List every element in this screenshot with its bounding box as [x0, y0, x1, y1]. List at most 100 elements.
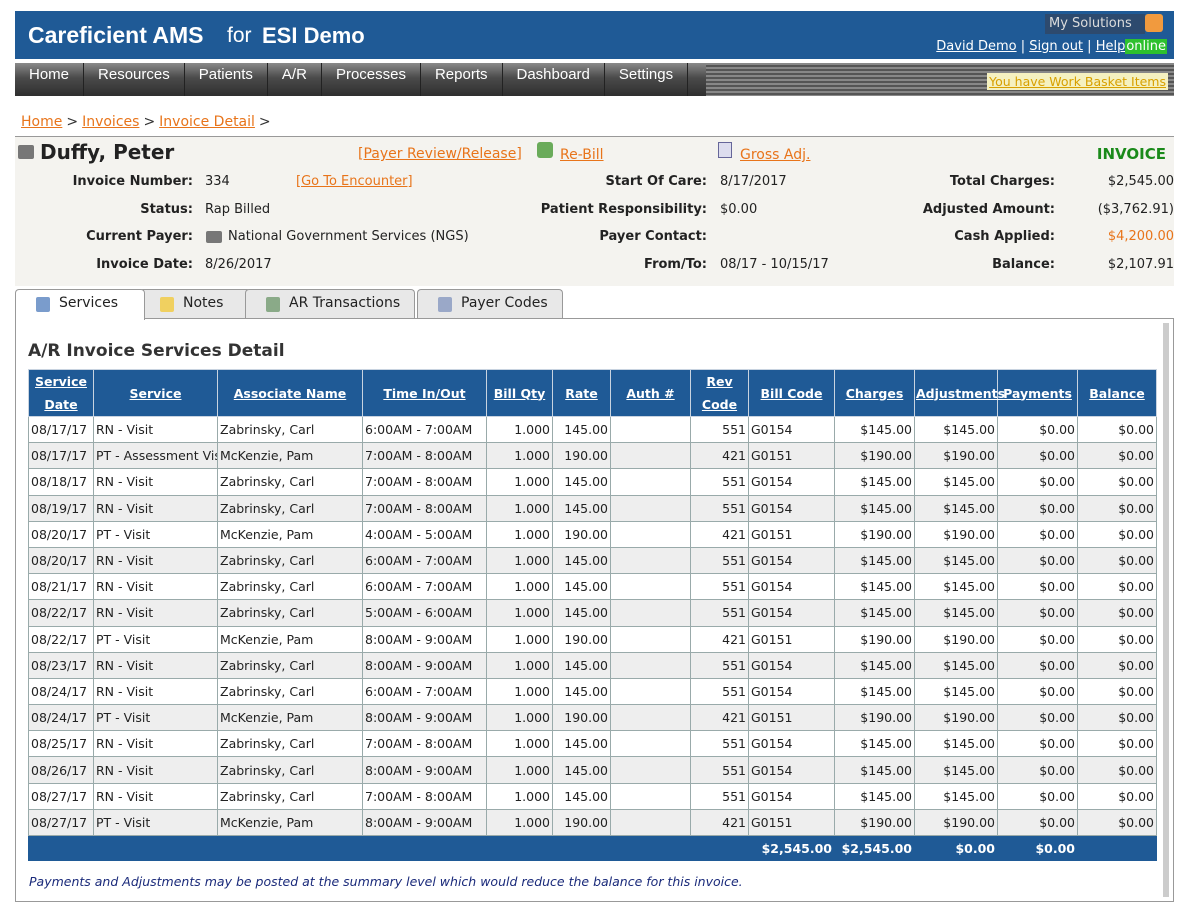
gross-adj-link[interactable]: Gross Adj. — [740, 147, 811, 163]
table-cell: G0154 — [748, 546, 835, 575]
table-cell: $0.00 — [997, 599, 1078, 627]
breadcrumb-separator: > — [143, 114, 156, 130]
rebill-link[interactable]: Re-Bill — [560, 147, 604, 163]
table-cell: 421 — [690, 625, 749, 653]
payer-review-link[interactable]: [Payer Review/Release] — [358, 146, 522, 162]
column-header[interactable]: Balance — [1077, 369, 1157, 417]
table-cell: $0.00 — [997, 546, 1078, 575]
table-cell — [610, 730, 691, 758]
tab[interactable]: Services — [15, 289, 145, 320]
table-cell: 190.00 — [552, 808, 611, 837]
nav-item[interactable]: Reports — [421, 63, 503, 96]
table-cell: $145.00 — [914, 677, 998, 706]
rebill-icon — [537, 142, 553, 158]
table-cell: 5:00AM - 6:00AM — [362, 599, 487, 627]
field-value: 8/26/2017 — [205, 256, 272, 272]
table-cell: 08/26/17 — [28, 756, 94, 784]
column-header[interactable]: Service — [93, 369, 218, 417]
table-cell: 145.00 — [552, 494, 611, 522]
sign-out-link[interactable]: Sign out — [1029, 39, 1084, 54]
column-header[interactable]: Charges — [834, 369, 915, 417]
field-label: Current Payer: — [86, 229, 193, 244]
my-solutions[interactable]: My Solutions — [1045, 14, 1145, 34]
table-cell — [610, 494, 691, 522]
table-cell: G0151 — [748, 520, 835, 548]
table-cell: 8:00AM - 9:00AM — [362, 651, 487, 679]
table-cell: G0154 — [748, 573, 835, 601]
table-cell: 190.00 — [552, 625, 611, 653]
column-header[interactable]: Rate — [552, 369, 611, 417]
table-cell: $190.00 — [834, 704, 915, 732]
table-cell: 08/27/17 — [28, 782, 94, 810]
table-cell: Zabrinsky, Carl — [217, 546, 363, 575]
column-header[interactable]: Payments — [997, 369, 1078, 417]
table-cell — [610, 546, 691, 575]
table-cell: 190.00 — [552, 704, 611, 732]
field-value: 8/17/2017 — [720, 174, 787, 189]
field-value: 08/17 - 10/15/17 — [720, 256, 829, 272]
table-cell: 08/17/17 — [28, 442, 94, 470]
table-cell: 421 — [690, 442, 749, 470]
breadcrumb-link[interactable]: Invoices — [82, 114, 140, 130]
column-header[interactable]: Adjustments — [914, 369, 1005, 417]
nav-item[interactable]: Resources — [84, 63, 185, 96]
table-cell: 145.00 — [552, 782, 611, 810]
table-cell: $0.00 — [997, 415, 1078, 444]
table-cell: G0151 — [748, 625, 835, 653]
tab[interactable]: Notes — [139, 289, 251, 319]
table-cell: McKenzie, Pam — [217, 808, 363, 837]
breadcrumb-link[interactable]: Home — [21, 114, 63, 130]
table-cell: RN - Visit — [93, 782, 218, 810]
field-value: $2,107.91 — [1107, 256, 1174, 272]
table-row: 08/20/17 RN - Visit Zabrinsky, Carl 6:00AM … — [28, 546, 1157, 575]
breadcrumb-link[interactable]: Invoice Detail — [159, 114, 255, 130]
user-link[interactable]: David Demo — [936, 39, 1017, 54]
table-cell: $0.00 — [997, 677, 1078, 706]
table-cell: 145.00 — [552, 415, 611, 444]
table-cell: $0.00 — [1077, 651, 1157, 679]
nav-item[interactable]: Patients — [185, 63, 268, 96]
table-cell: $0.00 — [1077, 442, 1157, 470]
scrollbar[interactable] — [1163, 323, 1169, 897]
column-header[interactable]: Associate Name — [217, 369, 363, 417]
table-row: 08/25/17 RN - Visit Zabrinsky, Carl 7:00AM … — [28, 730, 1157, 758]
table-cell: $0.00 — [1077, 677, 1157, 706]
patient-panel: Duffy, Peter [Payer Review/Release] Re-B… — [15, 136, 1174, 286]
nav-item[interactable]: Home — [15, 63, 85, 96]
table-cell: 551 — [690, 468, 749, 496]
table-cell: $0.00 — [1077, 730, 1157, 758]
work-basket-link[interactable]: You have Work Basket Items — [987, 73, 1168, 90]
table-cell: 421 — [690, 808, 749, 837]
table-row: 08/19/17 RN - Visit Zabrinsky, Carl 7:00AM … — [28, 494, 1157, 522]
table-cell: $145.00 — [834, 782, 915, 810]
table-cell: $190.00 — [834, 808, 915, 837]
help-link[interactable]: Help — [1095, 39, 1126, 54]
payer-icon — [206, 231, 222, 243]
table-cell: PT - Visit — [93, 704, 218, 732]
tab[interactable]: AR Transactions — [245, 289, 415, 319]
column-header[interactable]: Service Date — [28, 369, 94, 417]
column-header[interactable]: Rev Code — [690, 369, 749, 417]
totals-cell — [28, 835, 94, 861]
column-header[interactable]: Time In/Out — [362, 369, 487, 417]
table-cell: RN - Visit — [93, 546, 218, 575]
dropdown-icon[interactable] — [1145, 14, 1163, 32]
totals-cell: $0.00 — [997, 835, 1078, 861]
header-bar: Careficient AMS for ESI Demo My Solution… — [15, 11, 1174, 59]
for-text: for — [227, 24, 252, 47]
table-cell: McKenzie, Pam — [217, 442, 363, 470]
table-cell: $0.00 — [997, 520, 1078, 548]
column-header[interactable]: Auth # — [610, 369, 691, 417]
encounter-link[interactable]: [Go To Encounter] — [296, 174, 413, 189]
tab-label: Notes — [183, 295, 224, 311]
table-row: 08/27/17 PT - Visit McKenzie, Pam 8:00AM - … — [28, 808, 1157, 837]
tab[interactable]: Payer Codes — [417, 289, 563, 319]
nav-item[interactable]: Dashboard — [503, 63, 605, 96]
nav-item[interactable]: Settings — [605, 63, 689, 96]
nav-item[interactable]: A/R — [268, 63, 322, 96]
column-header[interactable]: Bill Qty — [486, 369, 553, 417]
field-label: Invoice Number: — [72, 174, 193, 189]
table-cell: PT - Assessment Visi — [93, 442, 218, 470]
column-header[interactable]: Bill Code — [748, 369, 835, 417]
nav-item[interactable]: Processes — [322, 63, 421, 96]
